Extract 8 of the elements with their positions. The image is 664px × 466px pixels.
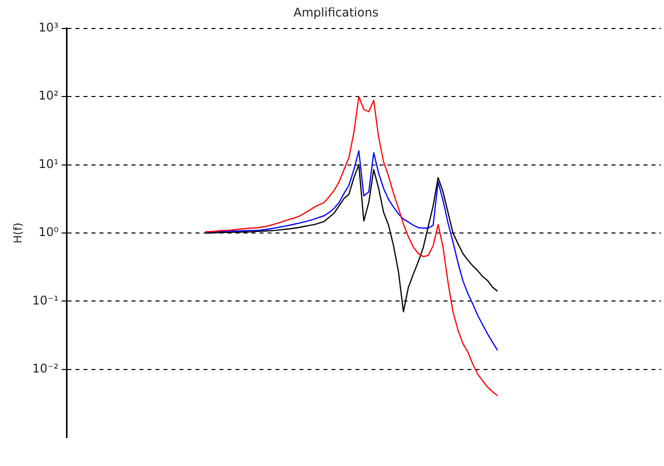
y-tick-label: 10³ (38, 20, 59, 35)
y-tick-label: 10⁰ (38, 225, 59, 240)
y-tick-label: 10⁻¹ (32, 293, 59, 308)
y-tick-label: 10² (38, 88, 59, 103)
y-tick-label: 10⁻² (32, 362, 59, 376)
chart-title: Amplifications (294, 5, 378, 20)
y-axis-title: H(f) (11, 222, 24, 244)
y-tick-label: 10¹ (38, 156, 59, 171)
